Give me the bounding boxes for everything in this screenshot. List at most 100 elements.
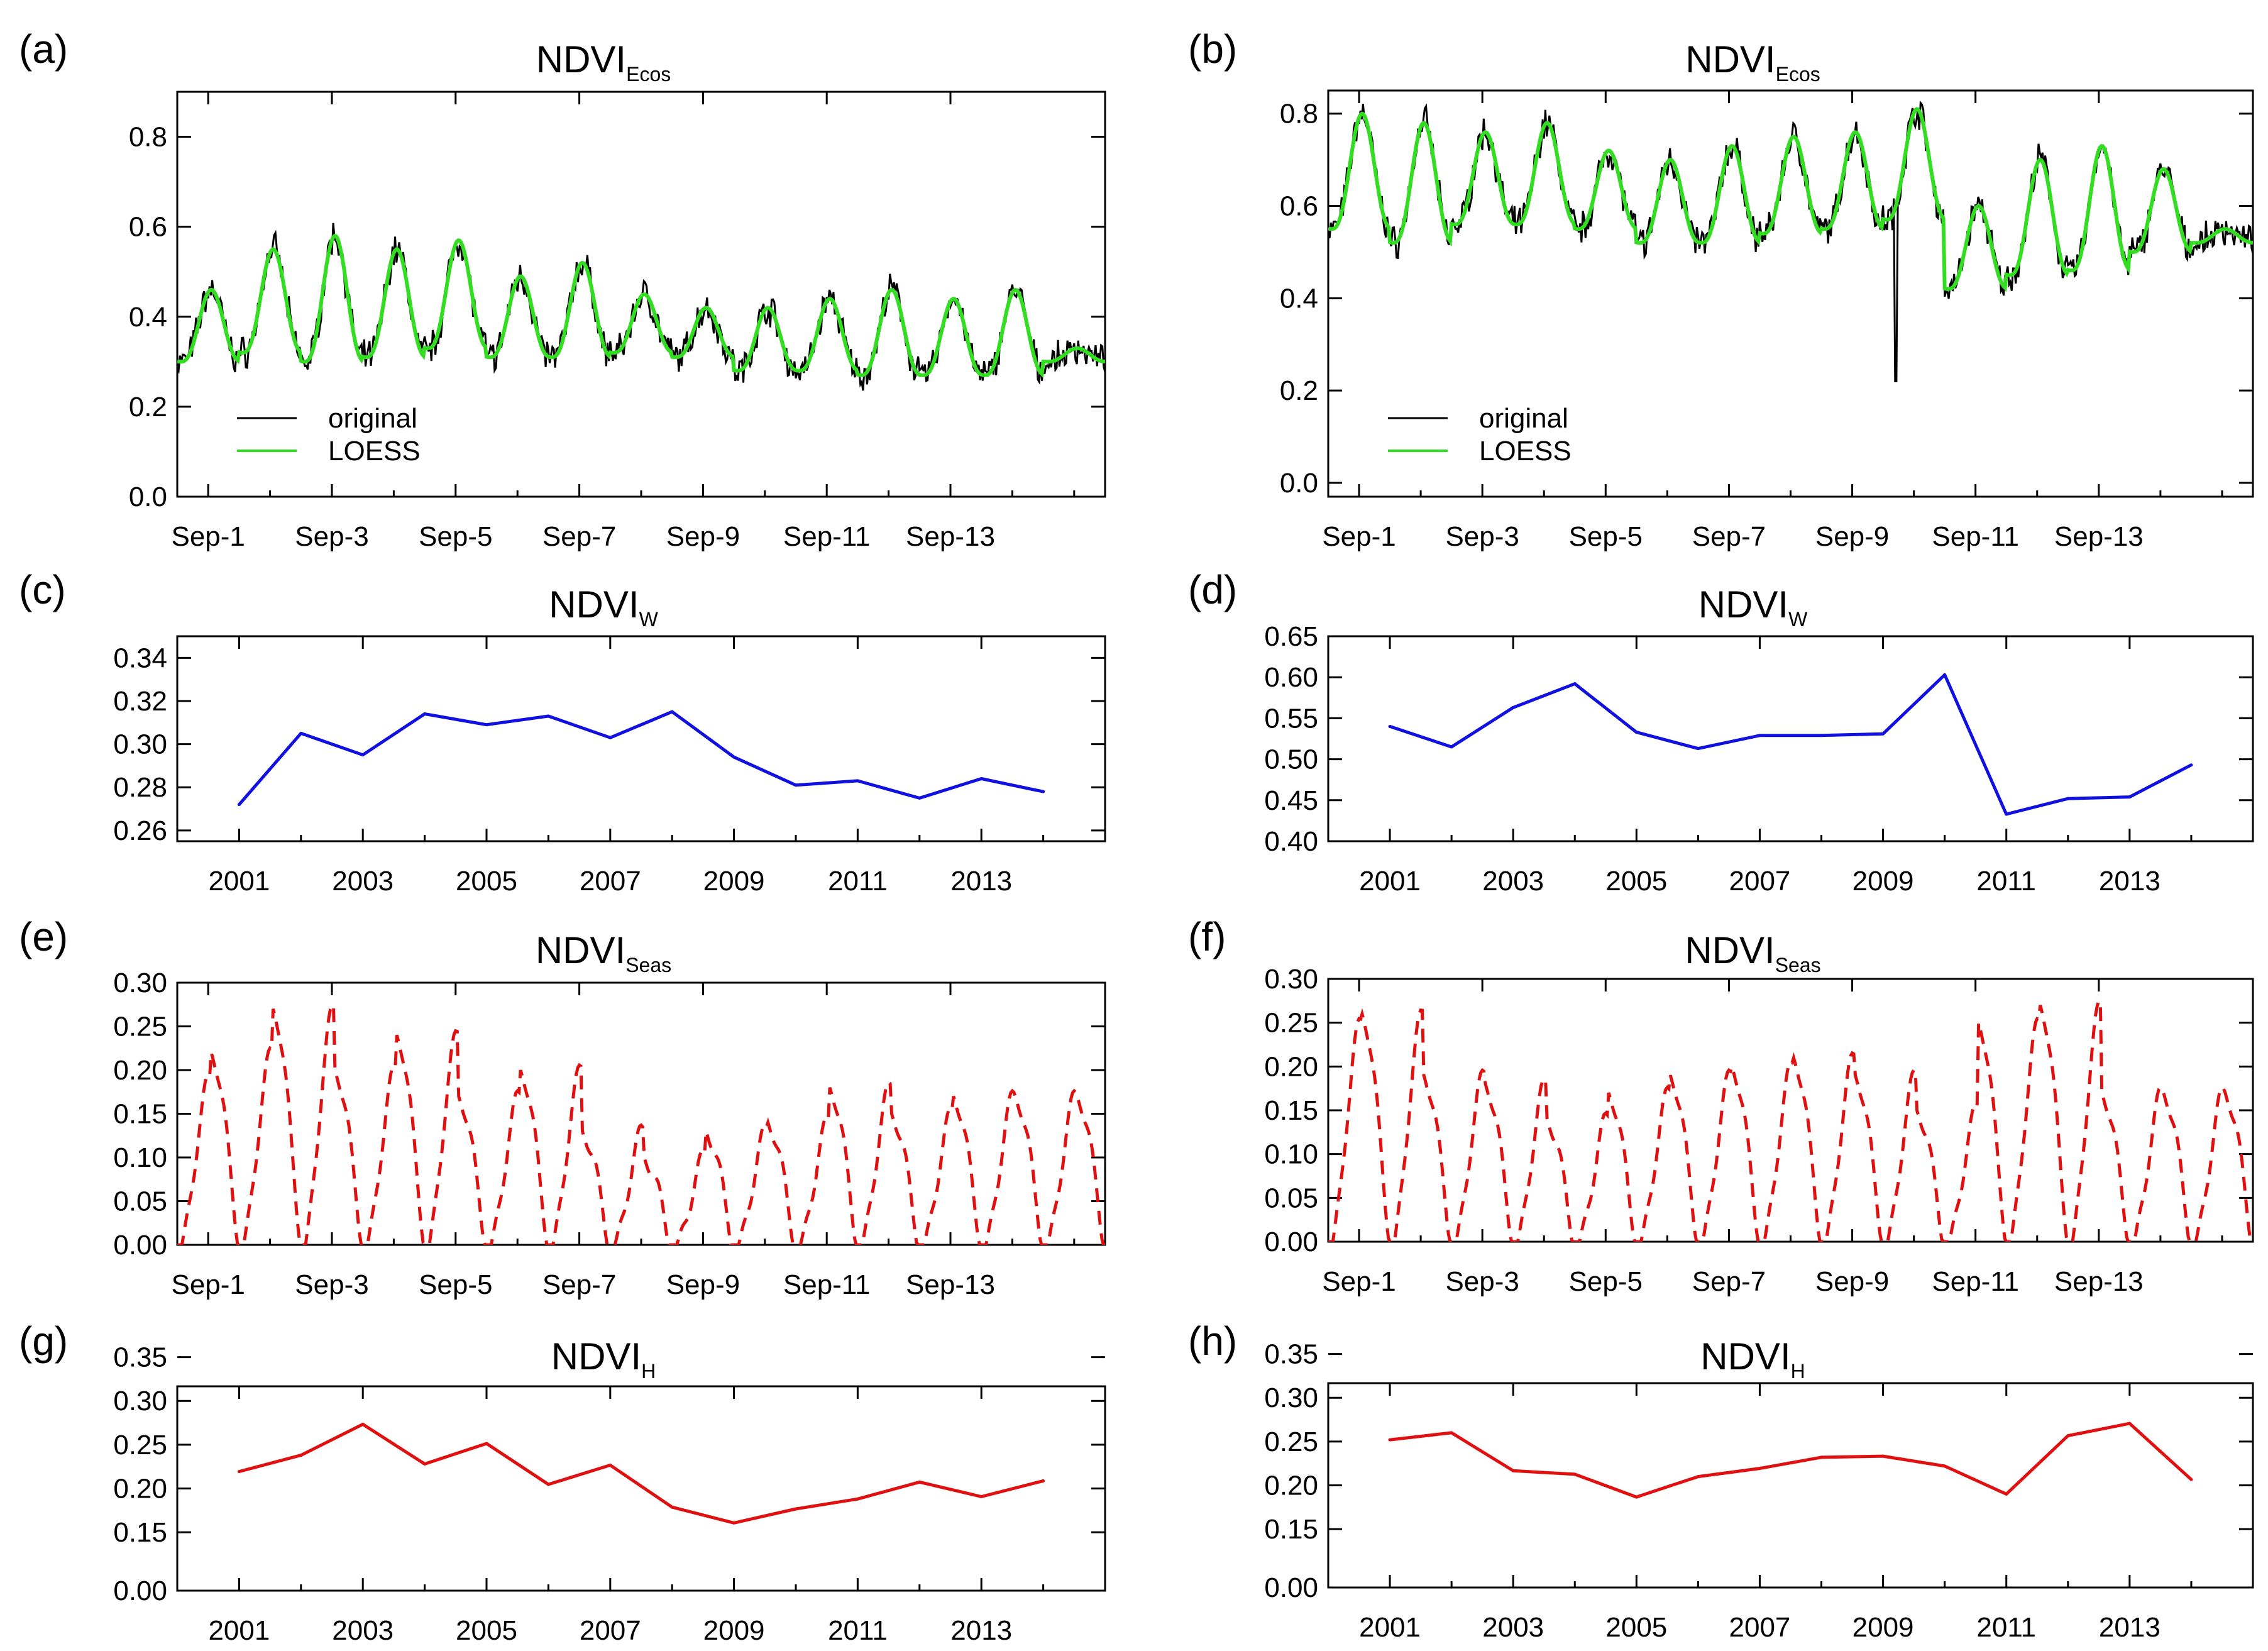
data-point — [732, 1521, 736, 1525]
x-tick-label: 2013 — [950, 866, 1012, 897]
x-tick-label: 2013 — [2099, 866, 2161, 897]
data-point — [299, 731, 303, 735]
series-line-seas — [1328, 1000, 2253, 1242]
y-tick-label: 0.05 — [1264, 1183, 1318, 1213]
panel-title-subscript: W — [639, 608, 659, 631]
panel-title-main: NDVI — [536, 38, 626, 80]
plot-area — [237, 710, 1045, 807]
y-tick-label: 0.8 — [129, 122, 167, 153]
legend-label-original: original — [328, 403, 417, 434]
y-tick-label: 0.15 — [113, 1099, 167, 1130]
data-point — [1943, 1464, 1947, 1468]
data-point — [856, 779, 859, 783]
series-line-loess — [177, 233, 1105, 378]
y-tick-label: 0.10 — [113, 1142, 167, 1173]
y-tick-label: 0.50 — [1264, 744, 1318, 775]
panel-title: NDVIW — [549, 583, 658, 631]
data-point — [1634, 1495, 1638, 1499]
x-tick-label: 2013 — [2099, 1612, 2161, 1643]
data-point — [732, 755, 736, 759]
panel-letter: (c) — [19, 567, 66, 612]
data-point — [1820, 734, 1824, 737]
y-tick-label: 0.25 — [1264, 1008, 1318, 1039]
plot-area — [1388, 1422, 2193, 1499]
y-tick-label: 0.2 — [129, 392, 167, 422]
data-point — [423, 712, 427, 716]
y-tick-label: 0.32 — [113, 686, 167, 717]
panel-title: NDVISeas — [536, 929, 671, 976]
y-tick-label: 0.20 — [113, 1055, 167, 1086]
y-tick-label: 0.30 — [113, 968, 167, 998]
y-tick-label: 0.00 — [113, 1230, 167, 1261]
x-tick-label: Sep-9 — [1815, 1266, 1889, 1297]
x-tick-label: Sep-13 — [2054, 521, 2144, 552]
panel-title-main: NDVI — [1700, 1335, 1790, 1378]
y-tick-label: 0.6 — [1280, 191, 1318, 222]
data-point — [979, 776, 983, 780]
y-tick-label: 0.15 — [113, 1517, 167, 1548]
panel-title-subscript: H — [1791, 1360, 1805, 1383]
legend-label-original: original — [1479, 403, 1568, 434]
x-tick-label: 2009 — [703, 866, 765, 897]
y-tick-label: 0.15 — [1264, 1095, 1318, 1126]
series-line — [238, 1422, 1044, 1525]
x-tick-label: 2011 — [828, 1615, 888, 1646]
panel-title-main: NDVI — [1685, 929, 1775, 971]
data-point — [1511, 705, 1515, 709]
data-point — [299, 1454, 303, 1457]
data-point — [670, 1505, 674, 1509]
plot-frame — [1327, 89, 2254, 498]
panel-title-subscript: Ecos — [1776, 63, 1820, 86]
y-tick-label: 0.30 — [1264, 964, 1318, 995]
x-tick-label: Sep-7 — [542, 1269, 616, 1300]
x-tick-label: 2001 — [1359, 1612, 1421, 1643]
panel-letter: (g) — [19, 1318, 68, 1364]
plot-area — [237, 1422, 1045, 1525]
data-point — [237, 1470, 241, 1474]
data-point — [1450, 1431, 1453, 1435]
panel-title-main: NDVI — [536, 929, 625, 971]
data-point — [1881, 1454, 1885, 1458]
panel-h: (h) NDVIH 0.00 0.15 0.20 0.25 0.30 0.35 2001 2003… — [1188, 1318, 2254, 1643]
x-tick-label: 2007 — [580, 1615, 641, 1646]
panel-letter: (e) — [19, 914, 68, 959]
y-tick-label: 0.25 — [1264, 1427, 1318, 1457]
x-tick-label: 2001 — [1359, 866, 1421, 897]
panel-title: NDVIEcos — [536, 38, 671, 86]
data-point — [918, 1480, 922, 1484]
x-tick-label: 2007 — [580, 866, 641, 897]
series-line-loess — [1328, 107, 2253, 292]
data-point — [2066, 797, 2070, 800]
plot-area — [1328, 100, 2253, 382]
data-point — [1758, 734, 1761, 737]
panel-a: (a) NDVIEcos 0.0 0.2 0.4 0.6 0.8 Sep-1 Sep-3 Sep-… — [19, 26, 1106, 552]
x-tick-label: 2011 — [828, 866, 888, 897]
data-point — [2128, 1422, 2132, 1425]
x-tick-label: Sep-1 — [171, 521, 245, 552]
y-tick-label: 0.45 — [1264, 785, 1318, 816]
y-tick-label: 0.35 — [1264, 1339, 1318, 1370]
data-point — [546, 714, 550, 718]
x-tick-label: Sep-11 — [1932, 1266, 2019, 1297]
plot-frame — [1327, 635, 2254, 842]
x-tick-label: Sep-7 — [1692, 1266, 1766, 1297]
x-tick-label: Sep-11 — [783, 1269, 871, 1300]
data-point — [1450, 745, 1453, 749]
panel-letter: (b) — [1188, 26, 1237, 72]
panel-title-subscript: Ecos — [626, 63, 671, 86]
data-point — [1573, 682, 1577, 686]
panel-title: NDVIH — [551, 1335, 656, 1383]
x-tick-label: Sep-5 — [419, 521, 492, 552]
x-tick-label: Sep-3 — [1445, 1266, 1519, 1297]
data-point — [2189, 1477, 2193, 1481]
x-tick-label: 2005 — [1605, 866, 1667, 897]
panel-title-main: NDVI — [1685, 38, 1775, 80]
y-tick-label: 0.28 — [113, 772, 167, 803]
x-tick-label: 2011 — [1976, 866, 2036, 897]
y-tick-label: 0.4 — [1280, 283, 1318, 314]
y-tick-label: 0.6 — [129, 212, 167, 243]
y-tick-label: 0.60 — [1264, 662, 1318, 693]
panel-d: (d) NDVIW 0.40 0.45 0.50 0.55 0.60 0.65 2001 2003… — [1188, 567, 2254, 897]
y-tick-label: 0.26 — [113, 815, 167, 846]
